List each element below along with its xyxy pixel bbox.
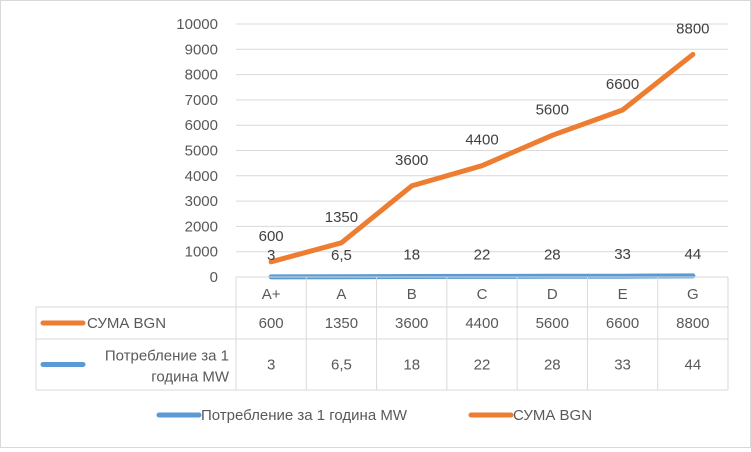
data-labels: 600 1350 3600 4400 5600 6600 8800 3 6,5 18 22 28 33 4… xyxy=(259,20,710,264)
data-label-consumption-mw: 28 xyxy=(544,246,561,263)
y-tick-label: 8000 xyxy=(185,67,218,84)
table-cell-value: 28 xyxy=(544,357,561,374)
y-tick-label: 1000 xyxy=(185,244,218,261)
table-cell-value: 4400 xyxy=(465,315,498,332)
data-label-suma-bgn: 6600 xyxy=(606,76,639,93)
y-axis-tick-labels: 0 1000 2000 3000 4000 5000 6000 7000 8000 9000 100… xyxy=(176,16,218,286)
y-tick-label: 0 xyxy=(210,269,218,286)
y-tick-label: 6000 xyxy=(185,117,218,134)
y-tick-label: 9000 xyxy=(185,41,218,58)
table-cell-value: 8800 xyxy=(676,315,709,332)
data-table: A+ A B C D E G СУМА BGN 600 1350 3600 4400 5600 6600 8… xyxy=(35,276,729,391)
table-cell-value: 3 xyxy=(267,357,275,374)
table-cell-value: 22 xyxy=(474,357,491,374)
data-label-consumption-mw: 3 xyxy=(267,247,275,264)
table-row-header: Потребление за 1 xyxy=(105,348,229,365)
y-tick-label: 7000 xyxy=(185,92,218,109)
y-tick-label: 4000 xyxy=(185,168,218,185)
x-category-label: D xyxy=(547,286,558,303)
table-cell-value: 3600 xyxy=(395,315,428,332)
x-category-label: C xyxy=(477,286,488,303)
x-category-label: B xyxy=(407,286,417,303)
data-label-suma-bgn: 8800 xyxy=(676,20,709,37)
x-category-label: E xyxy=(618,286,628,303)
data-label-suma-bgn: 600 xyxy=(259,228,284,245)
x-category-label: A+ xyxy=(262,286,281,303)
legend: Потребление за 1 година MW СУМА BGN xyxy=(156,407,592,424)
data-label-consumption-mw: 33 xyxy=(614,246,631,263)
y-tick-label: 3000 xyxy=(185,193,218,210)
data-label-suma-bgn: 4400 xyxy=(465,132,498,149)
data-label-consumption-mw: 44 xyxy=(685,246,702,263)
legend-label: СУМА BGN xyxy=(513,407,592,424)
table-cell-value: 44 xyxy=(685,357,702,374)
data-label-suma-bgn: 5600 xyxy=(536,101,569,118)
data-label-consumption-mw: 22 xyxy=(474,246,491,263)
table-cell-value: 6600 xyxy=(606,315,639,332)
table-cell-value: 33 xyxy=(614,357,631,374)
x-category-label: A xyxy=(336,286,346,303)
table-cell-value: 18 xyxy=(403,357,420,374)
data-label-consumption-mw: 6,5 xyxy=(331,247,352,264)
y-tick-label: 2000 xyxy=(185,218,218,235)
table-row-header: година MW xyxy=(151,369,230,386)
series-line-suma-bgn xyxy=(268,51,696,265)
table-row-header: СУМА BGN xyxy=(87,315,166,332)
legend-label: Потребление за 1 година MW xyxy=(201,407,408,424)
table-cell-value: 6,5 xyxy=(331,357,352,374)
y-tick-label: 5000 xyxy=(185,143,218,160)
data-label-suma-bgn: 1350 xyxy=(325,209,358,226)
data-label-consumption-mw: 18 xyxy=(403,247,420,264)
x-category-label: G xyxy=(687,286,699,303)
table-cell-value: 600 xyxy=(259,315,284,332)
y-tick-label: 10000 xyxy=(176,16,218,33)
data-label-suma-bgn: 3600 xyxy=(395,152,428,169)
table-cell-value: 1350 xyxy=(325,315,358,332)
table-cell-value: 5600 xyxy=(536,315,569,332)
gridlines xyxy=(236,23,728,253)
